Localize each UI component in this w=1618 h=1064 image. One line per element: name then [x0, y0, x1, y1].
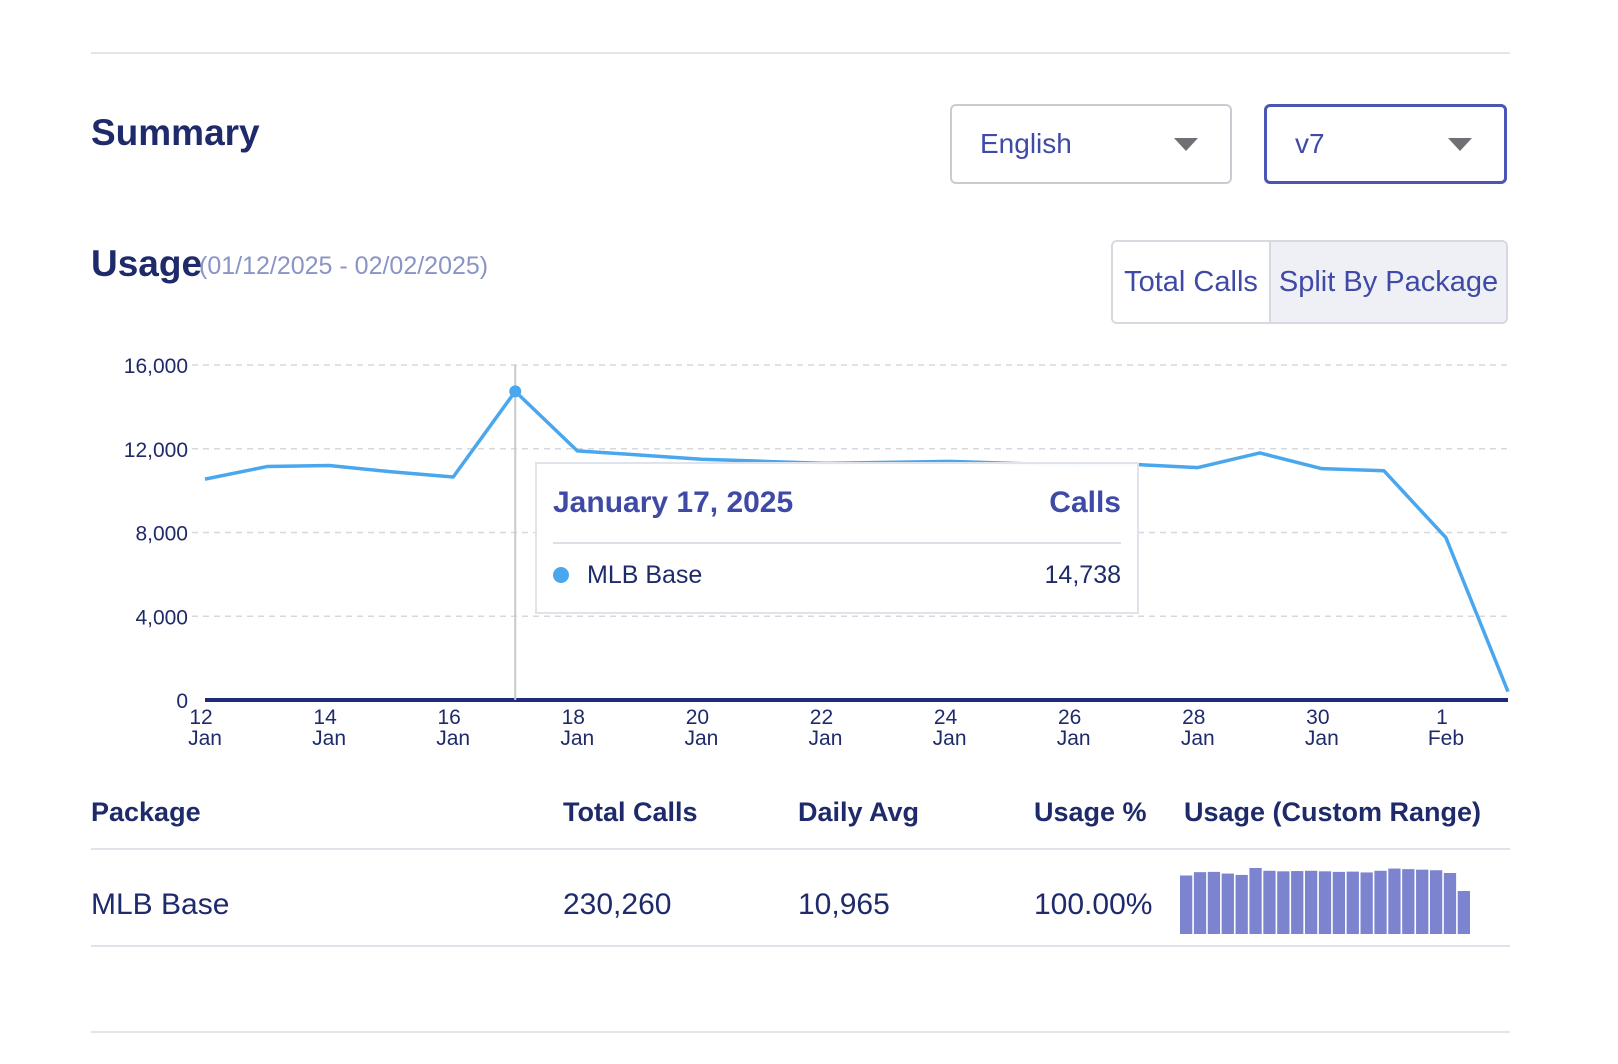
sparkline-bar: [1332, 871, 1346, 934]
header-usage-pct[interactable]: Usage %: [1034, 797, 1147, 827]
table-header-divider: [91, 848, 1510, 850]
split-by-package-toggle[interactable]: Split By Package: [1271, 242, 1506, 322]
y-tick-label: 8,000: [135, 523, 188, 546]
y-tick-label: 12,000: [124, 439, 188, 462]
series-dot-icon: [553, 567, 569, 583]
sparkline-bar: [1180, 875, 1193, 934]
sparkline-bar: [1277, 871, 1290, 934]
table-row-divider: [91, 945, 1510, 947]
sparkline-bar: [1221, 873, 1234, 934]
sparkline-bar: [1457, 891, 1470, 934]
cell-total-calls: 230,260: [563, 888, 672, 921]
x-tick-label: 26 Jan: [1057, 706, 1091, 750]
sparkline-bar: [1360, 872, 1373, 934]
bottom-divider: [91, 1031, 1510, 1033]
sparkline-bar: [1193, 872, 1207, 934]
x-tick-label: 14 Jan: [312, 706, 346, 750]
cell-daily-avg: 10,965: [798, 888, 890, 921]
x-tick-label: 12 Jan: [188, 706, 222, 750]
sparkline-bar: [1402, 869, 1415, 934]
y-tick-label: 0: [176, 690, 188, 713]
header-total-calls[interactable]: Total Calls: [563, 797, 698, 827]
x-tick-label: 28 Jan: [1181, 706, 1215, 750]
date-range: (01/12/2025 - 02/02/2025): [199, 252, 489, 280]
chevron-down-icon: [1448, 137, 1472, 151]
cell-package: MLB Base: [91, 888, 230, 921]
sparkline-bar: [1304, 870, 1318, 934]
tooltip-column-label: Calls: [1049, 486, 1121, 519]
view-toggle[interactable]: Total Calls Split By Package: [1111, 240, 1508, 324]
chart-tooltip: January 17, 2025 Calls MLB Base 14,738: [535, 462, 1139, 614]
sparkline-bar: [1235, 874, 1248, 934]
x-tick-label: 18 Jan: [560, 706, 594, 750]
sparkline-bar: [1207, 871, 1221, 934]
header-daily-avg[interactable]: Daily Avg: [798, 797, 920, 827]
chevron-down-icon: [1174, 137, 1198, 151]
header-usage-custom-range: Usage (Custom Range): [1184, 797, 1482, 827]
language-select[interactable]: English: [950, 104, 1232, 184]
sparkline-bar: [1374, 870, 1387, 934]
page-title: Summary: [91, 112, 260, 153]
x-tick-label: 24 Jan: [933, 706, 967, 750]
x-tick-label: 16 Jan: [436, 706, 470, 750]
sparkline-bar: [1291, 871, 1304, 934]
y-tick-label: 4,000: [135, 606, 188, 629]
x-tick-label: 30 Jan: [1305, 706, 1339, 750]
tooltip-date: January 17, 2025: [553, 486, 794, 519]
language-select-value: English: [980, 128, 1072, 159]
sparkline-bar: [1249, 868, 1262, 934]
tooltip-value: 14,738: [1044, 560, 1121, 589]
y-tick-label: 16,000: [124, 355, 188, 378]
total-calls-toggle[interactable]: Total Calls: [1113, 242, 1271, 322]
highlighted-point: [509, 385, 522, 398]
sparkline-bar: [1388, 868, 1401, 934]
sparkline-bar: [1263, 870, 1276, 934]
top-divider: [91, 52, 1510, 54]
y-axis: 0 4,000 8,000 12,000 16,000: [124, 355, 188, 713]
cell-usage-pct: 100.00%: [1034, 888, 1153, 921]
x-tick-label: 1 Feb: [1428, 706, 1464, 750]
version-select-value: v7: [1295, 128, 1325, 159]
header-package[interactable]: Package: [91, 797, 201, 827]
sparkline-bar: [1416, 869, 1429, 934]
version-select[interactable]: v7: [1264, 104, 1507, 184]
x-axis: 12 Jan 14 Jan 16 Jan 18 Jan 20 Jan 22 Jan 24 Jan 26 Jan…: [188, 698, 1508, 750]
sparkline-bar: [1346, 871, 1359, 934]
x-tick-label: 20 Jan: [684, 706, 718, 750]
tooltip-series-name: MLB Base: [587, 560, 703, 589]
sparkline-bar: [1443, 872, 1457, 934]
sparkline-bar: [1318, 871, 1332, 934]
usage-sparkline: [1180, 868, 1470, 934]
sparkline-bar: [1429, 870, 1443, 934]
usage-title: Usage: [91, 243, 203, 284]
x-tick-label: 22 Jan: [809, 706, 843, 750]
